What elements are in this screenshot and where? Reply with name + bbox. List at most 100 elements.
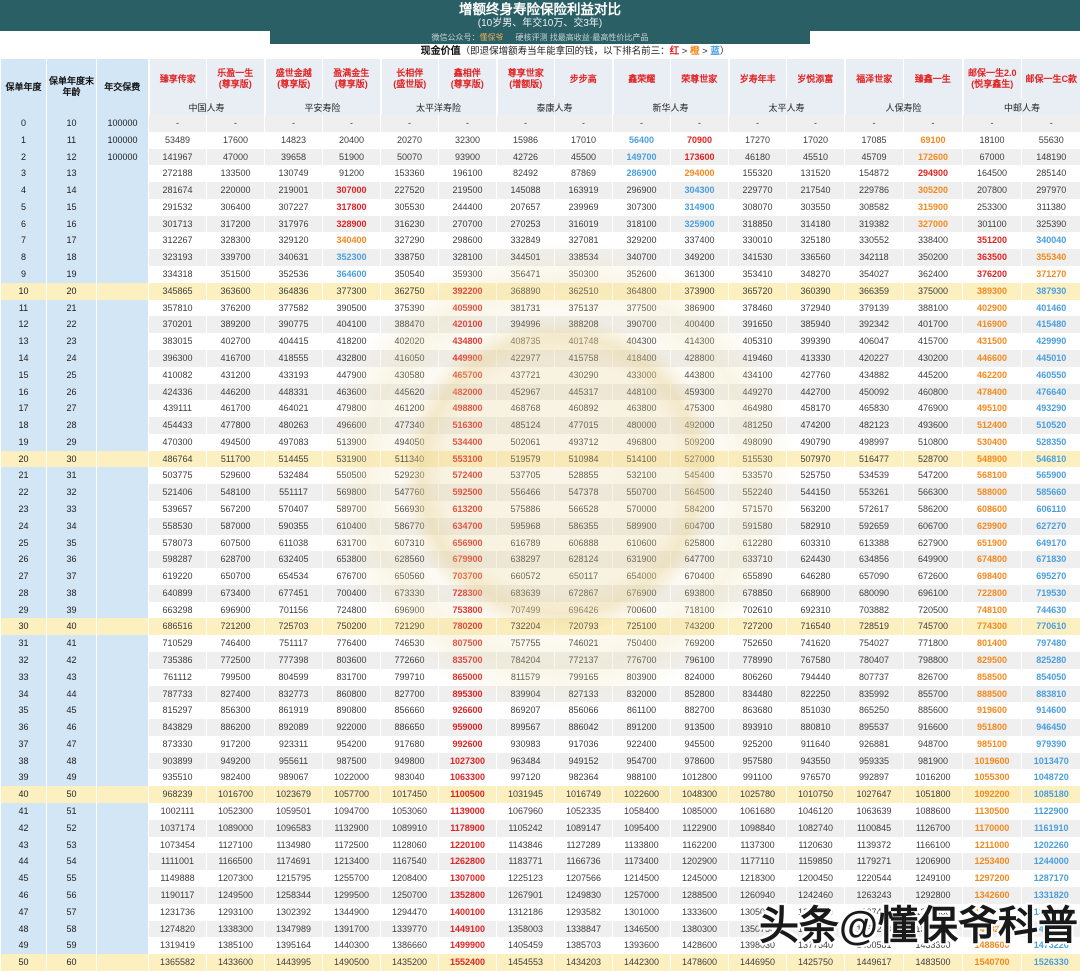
- value-cell: 91200: [322, 165, 381, 183]
- year-cell: 9: [0, 266, 47, 283]
- year-cell: 36: [0, 719, 47, 736]
- table-row: 41 51 1002111 1052300 1059501 1094700 1053060 1…: [0, 803, 1080, 820]
- table-row: 44 54 1111001 1166500 1174691 1213400 1167540 1…: [0, 853, 1080, 871]
- value-cell: 654000: [612, 568, 671, 585]
- table-row: 9 19 334318 351500 352536 364600 350540 359300 3…: [0, 266, 1080, 283]
- rank-sep2: >: [699, 46, 711, 57]
- value-cell: 327290: [380, 232, 439, 250]
- value-cell: 534539: [844, 467, 904, 485]
- value-cell: 370201: [148, 316, 207, 334]
- company-header: 平安寿险: [263, 99, 381, 115]
- table-row: 42 52 1037174 1089000 1096583 1132900 1089910 1…: [0, 819, 1080, 837]
- value-cell: 297970: [1021, 182, 1080, 199]
- value-cell: 372940: [786, 299, 845, 317]
- premium-cell: [96, 752, 149, 770]
- value-cell: 611038: [264, 534, 323, 552]
- value-cell: 389200: [206, 316, 265, 334]
- value-cell: 1253400: [962, 853, 1022, 871]
- value-cell: 856300: [206, 702, 265, 720]
- value-cell: 391650: [728, 316, 787, 334]
- value-cell: 1053060: [380, 803, 439, 820]
- value-cell: 890800: [322, 702, 381, 720]
- value-cell: 402900: [962, 299, 1022, 317]
- value-cell: 655890: [728, 568, 787, 585]
- value-cell: 976570: [786, 769, 845, 787]
- table-row: 28 38 640899 673400 677451 700400 673330 728300…: [0, 584, 1080, 602]
- value-cell: 376200: [206, 299, 265, 317]
- value-cell: 141967: [148, 148, 207, 166]
- value-cell: 1305070: [728, 903, 787, 921]
- value-cell: 624430: [786, 551, 845, 569]
- table-row: 6 16 301713 317200 317976 328900 316230 270700 2…: [0, 215, 1080, 233]
- value-cell: 1016200: [903, 769, 963, 787]
- value-cell: 725100: [612, 618, 671, 636]
- product-header: 荣尊世家: [670, 59, 729, 99]
- value-cell: 983040: [380, 769, 439, 787]
- value-cell: 443800: [670, 366, 729, 384]
- value-cell: 1385703: [554, 937, 613, 955]
- value-cell: 1122900: [1021, 803, 1080, 820]
- value-cell: 56400: [612, 131, 671, 149]
- value-cell: 429990: [1021, 333, 1080, 350]
- value-cell: 772137: [554, 652, 613, 669]
- value-cell: 741620: [786, 635, 845, 652]
- value-cell: 590355: [264, 517, 323, 535]
- value-cell: 493600: [903, 417, 963, 434]
- year-cell: 18: [0, 417, 47, 434]
- value-cell: 1058400: [612, 803, 671, 820]
- age-cell: 46: [46, 719, 97, 736]
- value-cell: 1353223: [844, 920, 904, 938]
- value-cell: 357810: [148, 299, 207, 317]
- value-cell: 145088: [496, 182, 555, 199]
- value-cell: 485124: [496, 417, 555, 434]
- value-cell: 891200: [612, 719, 671, 736]
- age-cell: 42: [46, 652, 97, 669]
- premium-cell: [96, 383, 149, 401]
- value-cell: 305530: [380, 198, 439, 216]
- value-cell: 512400: [962, 417, 1022, 434]
- wechat-account-name: 懂保爷: [479, 33, 504, 42]
- value-cell: 387930: [1021, 282, 1080, 300]
- value-cell: 366359: [844, 282, 904, 300]
- value-cell: 696426: [554, 601, 613, 619]
- product-header: 岁寿年丰: [727, 59, 787, 99]
- value-cell: 325900: [670, 215, 729, 233]
- age-cell: 54: [46, 853, 97, 871]
- age-cell: 19: [46, 266, 97, 283]
- value-cell: 578073: [148, 534, 207, 552]
- premium-cell: [96, 232, 149, 250]
- value-cell: 1159850: [786, 853, 845, 871]
- value-cell: 955611: [264, 752, 323, 770]
- rank-orange-label: 橙: [689, 46, 700, 57]
- value-cell: 408735: [496, 333, 555, 350]
- value-cell: 720500: [903, 601, 963, 619]
- premium-cell: [96, 652, 149, 669]
- value-cell: 592659: [844, 517, 904, 535]
- value-cell: 1274820: [148, 920, 207, 938]
- value-cell: 442700: [786, 383, 845, 401]
- value-cell: 1302392: [264, 903, 323, 921]
- value-cell: 1488600: [962, 937, 1022, 955]
- value-cell: 917680: [380, 735, 439, 753]
- value-cell: 883810: [1021, 685, 1080, 703]
- value-cell: 317800: [322, 198, 381, 216]
- age-cell: 50: [46, 786, 97, 804]
- year-cell: 43: [0, 836, 47, 854]
- value-cell: 625800: [670, 534, 729, 552]
- value-cell: 865000: [438, 668, 497, 686]
- value-cell: 315900: [903, 198, 963, 216]
- value-cell: 481250: [728, 417, 787, 434]
- age-cell: 39: [46, 601, 97, 619]
- value-cell: 388470: [380, 316, 439, 334]
- value-cell: 553261: [844, 484, 904, 501]
- age-cell: 23: [46, 333, 97, 350]
- value-cell: 925200: [728, 735, 787, 753]
- value-cell: 15986: [496, 131, 555, 149]
- table-row: 38 48 903899 949200 955611 987500 949800 102730…: [0, 752, 1080, 770]
- value-cell: 308070: [728, 198, 787, 216]
- value-cell: 1012800: [670, 769, 729, 787]
- value-cell: 1096583: [264, 819, 323, 837]
- value-cell: 1037174: [148, 819, 207, 837]
- premium-cell: 100000: [96, 115, 149, 132]
- year-cell: 5: [0, 198, 47, 216]
